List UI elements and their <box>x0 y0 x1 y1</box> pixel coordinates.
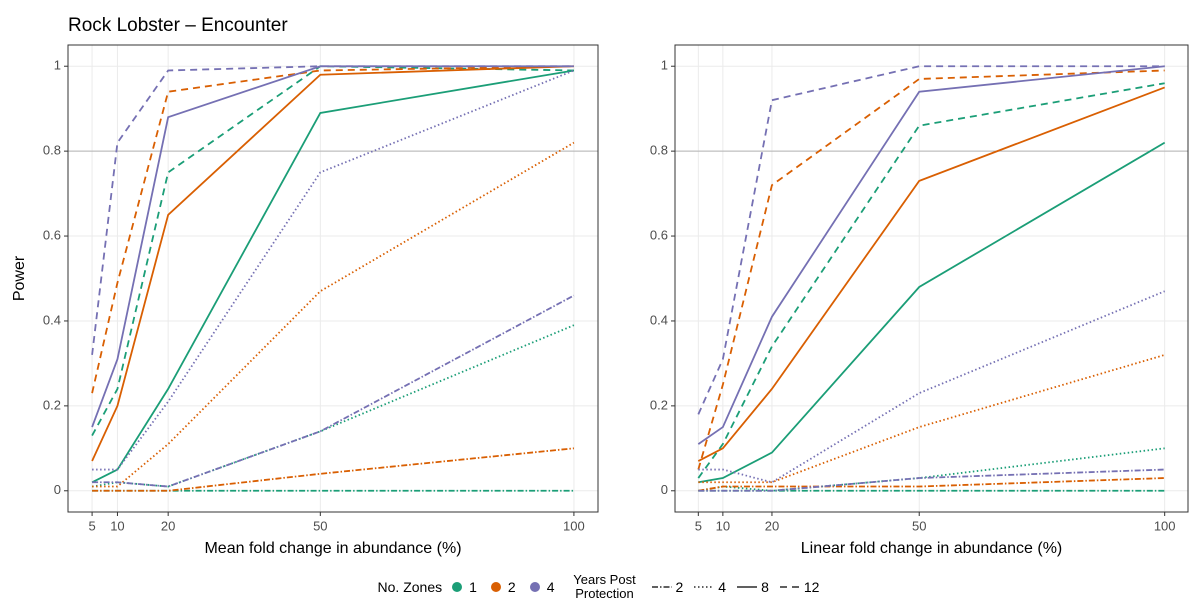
y-tick-label: 0.4 <box>43 312 61 327</box>
series-line <box>92 69 575 471</box>
x-tick-label: 5 <box>695 518 702 533</box>
legend-label: 1 <box>469 579 477 595</box>
legend-key <box>779 586 800 588</box>
legend-key <box>452 582 463 592</box>
series-line <box>698 354 1165 484</box>
series-line <box>92 141 575 488</box>
series-line <box>698 468 1165 492</box>
legend-item: 4 <box>526 579 555 595</box>
x-axis-title: Mean fold change in abundance (%) <box>204 540 461 557</box>
panel-border <box>674 44 1189 513</box>
legend-key <box>490 582 501 592</box>
chart: Rock Lobster – Encounter 0 0.2 0.4 0.6 0.8 1 5… <box>11 15 1189 557</box>
x-tick-label: 100 <box>563 518 585 533</box>
series-line <box>697 65 1165 415</box>
legend-item: 2 <box>487 579 516 595</box>
legend-label: 12 <box>803 579 820 595</box>
x-tick-label: 10 <box>716 518 730 533</box>
y-tick-label: 1 <box>661 58 668 73</box>
x-tick-label: 20 <box>765 518 779 533</box>
y-tick-label: 0.6 <box>650 227 668 242</box>
series-line <box>698 141 1166 484</box>
series-line <box>91 69 575 484</box>
x-tick-label: 5 <box>88 518 95 533</box>
series-line <box>697 69 1165 470</box>
x-tick-label: 10 <box>110 518 124 533</box>
legend-item: 2 <box>651 579 684 595</box>
legend-title: Years Post Protection <box>573 572 636 601</box>
y-tick-label: 0.2 <box>43 397 61 412</box>
legend-dot <box>490 582 501 592</box>
legend-item: 4 <box>693 579 726 595</box>
legend-key <box>737 586 758 588</box>
legend-label: 4 <box>718 579 727 595</box>
legend-key <box>651 586 672 588</box>
y-tick-label: 0.2 <box>650 397 668 412</box>
series-line <box>92 294 575 488</box>
legend-label: 4 <box>546 579 555 595</box>
series-line <box>698 290 1166 484</box>
legend-item: 8 <box>736 579 769 595</box>
x-tick-label: 50 <box>313 518 327 533</box>
y-tick-label: 0.8 <box>650 143 668 158</box>
legend: No. Zones 1 2 4 Years Post Protection 2 4 8 12 <box>0 573 1201 601</box>
y-tick-label: 0.8 <box>43 143 61 158</box>
legend-label: 2 <box>507 579 516 595</box>
y-axis-title: Power <box>11 255 28 301</box>
series-line <box>91 65 574 356</box>
legend-item: 1 <box>448 579 477 595</box>
y-tick-label: 1 <box>54 58 61 73</box>
panel-border <box>67 44 599 513</box>
legend-dot <box>529 582 540 592</box>
series-line <box>92 447 574 492</box>
y-tick-label: 0 <box>54 482 61 497</box>
series-line <box>91 324 575 488</box>
x-tick-label: 20 <box>161 518 175 533</box>
series-line <box>697 65 1165 445</box>
series-line <box>91 65 574 428</box>
legend-title: No. Zones <box>377 579 443 595</box>
x-tick-label: 50 <box>912 518 926 533</box>
series-line <box>91 65 574 437</box>
y-tick-label: 0 <box>661 482 668 497</box>
legend-label: 2 <box>675 579 684 595</box>
series-line <box>698 477 1165 492</box>
y-tick-label: 0.6 <box>43 227 61 242</box>
series-line <box>91 65 574 394</box>
legend-item: 12 <box>779 579 820 595</box>
legend-key <box>529 582 540 592</box>
legend-dot <box>452 582 463 592</box>
y-tick-label: 0.4 <box>650 312 668 327</box>
x-tick-label: 100 <box>1154 518 1176 533</box>
series-line <box>91 65 574 462</box>
series-line <box>697 82 1165 479</box>
legend-key <box>694 586 715 588</box>
legend-label: 8 <box>761 579 769 595</box>
chart-title: Rock Lobster – Encounter <box>68 15 288 36</box>
series-line <box>697 86 1166 462</box>
x-axis-title: Linear fold change in abundance (%) <box>801 540 1063 557</box>
